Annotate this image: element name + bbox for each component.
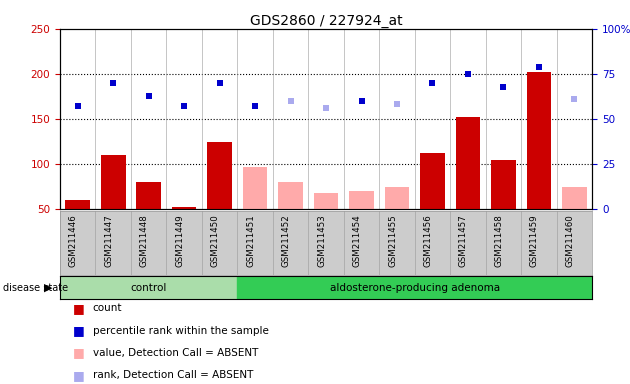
Text: GSM211446: GSM211446 <box>69 214 77 267</box>
Text: GSM211458: GSM211458 <box>495 214 503 267</box>
Bar <box>314 193 338 209</box>
Bar <box>278 182 303 209</box>
Bar <box>65 200 90 209</box>
Text: GSM211453: GSM211453 <box>317 214 326 267</box>
Text: ■: ■ <box>72 369 84 382</box>
Text: GSM211451: GSM211451 <box>246 214 255 267</box>
Text: GSM211455: GSM211455 <box>388 214 397 267</box>
Text: rank, Detection Call = ABSENT: rank, Detection Call = ABSENT <box>93 370 253 380</box>
Text: GSM211459: GSM211459 <box>530 214 539 267</box>
Text: GSM211447: GSM211447 <box>104 214 113 267</box>
Bar <box>384 187 410 209</box>
Text: ■: ■ <box>72 324 84 337</box>
Text: GSM211456: GSM211456 <box>423 214 432 267</box>
Text: count: count <box>93 303 122 313</box>
Bar <box>349 191 374 209</box>
Text: GSM211454: GSM211454 <box>353 214 362 267</box>
Title: GDS2860 / 227924_at: GDS2860 / 227924_at <box>249 14 403 28</box>
Text: GSM211448: GSM211448 <box>140 214 149 267</box>
Text: control: control <box>130 283 167 293</box>
Bar <box>420 153 445 209</box>
Bar <box>60 276 238 299</box>
Text: aldosterone-producing adenoma: aldosterone-producing adenoma <box>329 283 500 293</box>
Text: GSM211450: GSM211450 <box>210 214 219 267</box>
Bar <box>243 167 268 209</box>
Text: percentile rank within the sample: percentile rank within the sample <box>93 326 268 336</box>
Bar <box>101 155 125 209</box>
Text: ▶: ▶ <box>44 283 53 293</box>
Bar <box>136 182 161 209</box>
Text: GSM211449: GSM211449 <box>175 214 184 267</box>
Bar <box>527 72 551 209</box>
Bar <box>207 142 232 209</box>
Text: ■: ■ <box>72 346 84 359</box>
Text: ■: ■ <box>72 302 84 315</box>
Text: value, Detection Call = ABSENT: value, Detection Call = ABSENT <box>93 348 258 358</box>
Text: disease state: disease state <box>3 283 68 293</box>
Text: GSM211460: GSM211460 <box>566 214 575 267</box>
Bar <box>238 276 592 299</box>
Bar <box>562 187 587 209</box>
Text: GSM211457: GSM211457 <box>459 214 468 267</box>
Bar <box>491 160 516 209</box>
Text: GSM211452: GSM211452 <box>282 214 290 267</box>
Bar <box>171 207 197 209</box>
Bar <box>455 117 481 209</box>
